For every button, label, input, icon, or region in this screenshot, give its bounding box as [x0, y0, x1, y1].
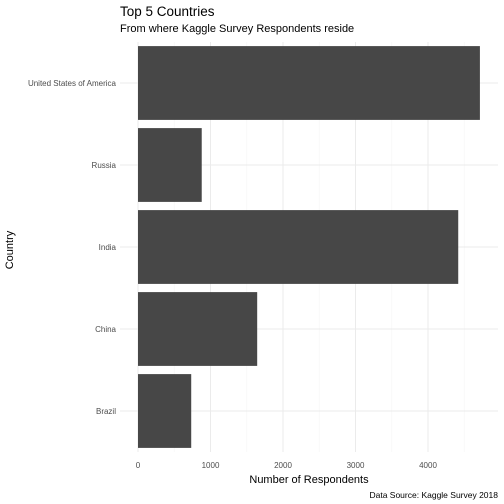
bars	[138, 46, 480, 448]
y-tick-label-india: India	[99, 243, 117, 252]
x-tick-label: 3000	[347, 461, 365, 470]
chart-subtitle: From where Kaggle Survey Respondents res…	[120, 23, 354, 35]
bar-russia	[138, 128, 202, 202]
y-tick-label-united-states-of-america: United States of America	[28, 79, 117, 88]
y-axis-title: Country	[4, 230, 16, 269]
x-tick-label: 0	[136, 461, 141, 470]
bar-china	[138, 292, 258, 366]
y-tick-labels: United States of America Russia India China…	[28, 79, 117, 416]
x-tick-label: 1000	[202, 461, 220, 470]
x-axis-title: Number of Respondents	[249, 474, 369, 486]
bar-united-states-of-america	[138, 46, 480, 120]
y-tick-label-russia: Russia	[92, 161, 117, 170]
bar-india	[138, 210, 459, 284]
x-tick-label: 2000	[274, 461, 292, 470]
chart-title: Top 5 Countries	[120, 4, 215, 19]
bar-brazil	[138, 374, 192, 448]
x-tick-labels: 0 1000 2000 3000 4000	[136, 461, 438, 470]
chart-caption: Data Source: Kaggle Survey 2018	[369, 490, 498, 500]
x-tick-label: 4000	[419, 461, 437, 470]
y-tick-label-china: China	[95, 325, 116, 334]
y-tick-label-brazil: Brazil	[96, 407, 116, 416]
